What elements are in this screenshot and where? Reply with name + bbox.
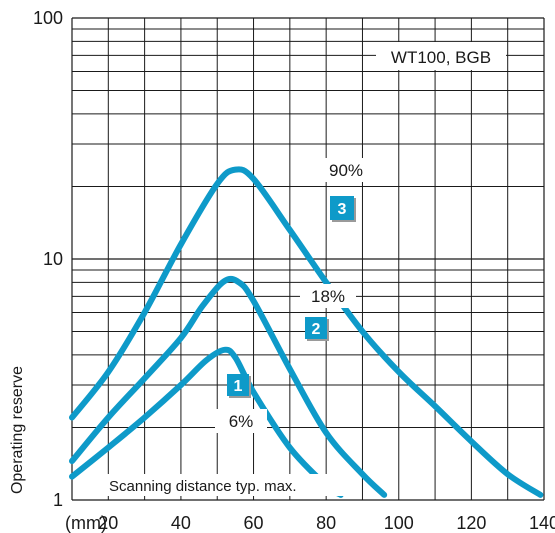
series-marker-number: 3	[338, 201, 347, 218]
annotation-bg	[376, 42, 506, 70]
y-tick-label: 1	[53, 490, 63, 510]
series-label-3: 90%	[329, 161, 363, 180]
y-tick-label: 100	[33, 8, 63, 28]
series-layer	[69, 166, 544, 498]
x-tick-label: 80	[316, 513, 336, 533]
x-axis-label: Scanning distance typ. max.	[109, 478, 297, 495]
ticks-layer: 20 40 60 80 100 120 140 1 10 100	[33, 8, 555, 533]
x-tick-label: 20	[98, 513, 118, 533]
y-axis-label: Operating reserve	[9, 366, 26, 494]
series-label-2: 18%	[311, 287, 345, 306]
x-tick-label: 100	[384, 513, 414, 533]
x-unit-label: (mm)	[65, 513, 107, 533]
series-marker-badge	[330, 196, 354, 220]
chart-annotation: WT100, BGB	[391, 48, 491, 67]
series-marker-number: 2	[312, 321, 321, 338]
series-marker-badge	[227, 374, 249, 396]
x-tick-label: 40	[171, 513, 191, 533]
series-marker-number: 1	[234, 378, 243, 395]
series-label-bg	[215, 409, 267, 433]
series-label-bg	[318, 158, 374, 182]
x-tick-label: 140	[529, 513, 555, 533]
series-label-1: 6%	[229, 412, 254, 431]
labels-layer: 90% 3 18% 2 6% 1 WT100, BGB Scanning distance t…	[106, 42, 506, 496]
series-line-2	[69, 275, 388, 498]
x-tick-label: 120	[456, 513, 486, 533]
x-axis-label-bg	[106, 474, 354, 496]
y-tick-label: 10	[43, 249, 63, 269]
series-line-3	[69, 166, 544, 498]
series-line-1	[69, 346, 344, 498]
x-tick-label: 60	[244, 513, 264, 533]
series-label-bg	[300, 284, 356, 308]
series-marker-badge	[305, 317, 327, 339]
